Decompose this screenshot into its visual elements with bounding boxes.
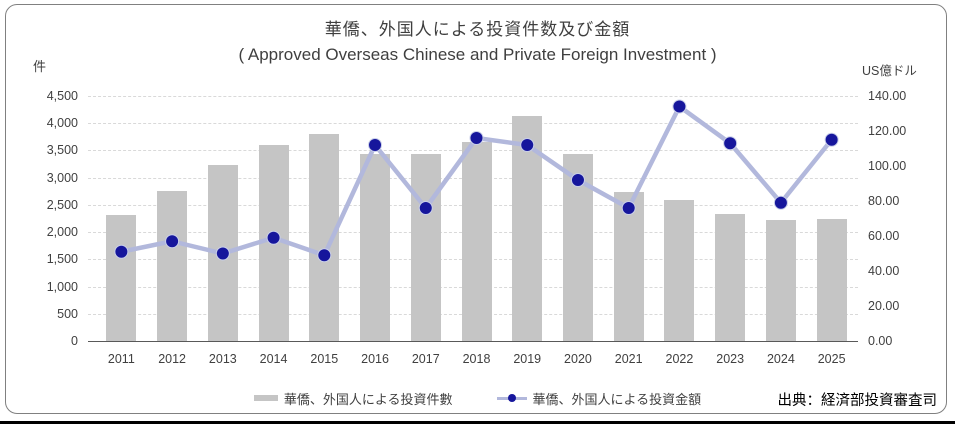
legend: 華僑、外国人による投資件數 華僑、外国人による投資金額 [0,389,955,408]
line-marker-2022 [672,99,687,114]
line-marker-2017 [418,201,433,215]
line-series [114,99,839,263]
left-axis-tick: 3,000 [46,170,78,185]
bar-2024 [765,219,796,341]
legend-line-label: 華僑、外国人による投資金額 [532,391,702,407]
bar-2012 [157,191,188,341]
bar-series-swatch [253,395,278,401]
chart-subtitle: ( Approved Overseas Chinese and Private … [238,45,717,64]
bar-2018 [461,141,492,341]
right-axis-tick: 40.00 [868,264,900,278]
right-axis-tick: 0.00 [868,334,893,348]
bar-2023 [715,213,746,341]
source-note: 出典：経済部投資審査司 [777,393,938,409]
x-axis-label-2025: 2025 [817,352,846,366]
x-axis-label-2016: 2016 [361,352,389,366]
bar-2017 [410,154,441,341]
bar-2011 [106,215,137,341]
x-axis-label-2024: 2024 [766,352,795,366]
line-marker-2025 [824,132,839,147]
right-axis-tick: 100.00 [868,159,907,173]
legend-bars-label: 華僑、外国人による投資件數 [283,391,453,407]
right-axis-tick: 20.00 [868,299,900,313]
line-marker-2015 [317,248,332,263]
bar-2021 [613,192,644,341]
line-marker-2013 [215,246,230,261]
left-axis-tick: 1,000 [46,279,78,294]
line-marker-2012 [165,234,180,249]
left-axis-tick: 3,500 [46,143,78,158]
x-axis-label-2021: 2021 [614,352,643,366]
right-axis-tick: 60.00 [868,229,900,243]
line-marker-2021 [621,201,636,215]
right-axis-tick: 120.00 [868,124,907,138]
bar-2025 [816,219,847,341]
x-axis-label-2022: 2022 [665,352,694,366]
right-axis-tick: 140.00 [868,89,907,103]
left-axis-unit: 件 [33,59,47,74]
line-marker-2023 [723,136,738,151]
x-axis-label-2023: 2023 [716,352,745,366]
left-axis-tick: 1,500 [46,252,78,267]
x-axis-label-2013: 2013 [208,352,237,366]
line-marker-2011 [114,244,129,259]
line-marker-2014 [266,230,281,245]
left-axis-tick: 500 [57,306,78,321]
x-axis-label-2011: 2011 [107,352,135,366]
x-axis-label-2015: 2015 [310,352,339,366]
gridline [88,96,858,97]
left-axis-tick: 2,000 [46,225,78,240]
right-axis-unit: US億ドル [862,64,917,78]
line-path [119,104,834,258]
bar-2022 [664,199,695,341]
legend-item-line: 華僑、外国人による投資金額 [496,389,702,408]
line-marker-2018 [469,131,484,145]
bar-2016 [360,154,391,341]
left-axis-tick: 2,500 [46,197,78,212]
bottom-border-strip [0,421,955,424]
x-axis-label-2020: 2020 [564,352,592,366]
x-axis-label-2017: 2017 [411,352,440,366]
line-marker-2016 [368,138,383,152]
right-axis-tick: 80.00 [868,194,900,208]
line-marker-2019 [520,138,535,152]
legend-item-bars: 華僑、外国人による投資件數 [253,389,453,408]
left-axis-tick: 4,000 [46,116,78,131]
chart-title: 華僑、外国人による投資件数及び金額 [324,20,631,39]
left-axis-tick: 4,500 [46,89,78,103]
x-axis-label-2019: 2019 [513,352,542,366]
x-axis-label-2012: 2012 [158,352,186,366]
line-marker-2024 [773,195,788,210]
left-axis-tick: 0 [71,334,78,348]
line-series-swatch [496,393,527,403]
gridline [88,123,858,125]
x-axis-line [88,341,858,342]
x-axis-label-2014: 2014 [259,352,288,366]
x-axis-label-2018: 2018 [462,352,491,366]
line-marker-2020 [570,173,585,187]
